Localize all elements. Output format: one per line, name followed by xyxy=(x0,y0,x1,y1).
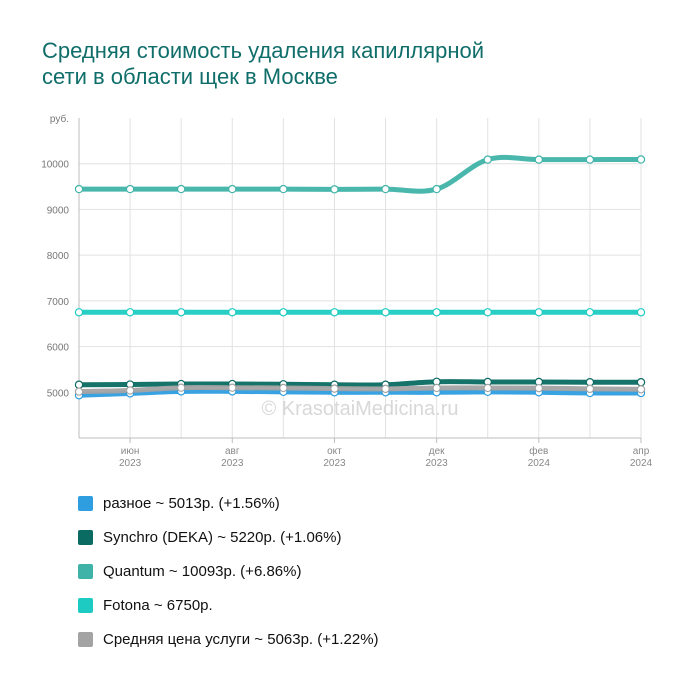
legend-label: Synchro (DEKA) ~ 5220р. (+1.06%) xyxy=(103,528,342,546)
series-line xyxy=(76,154,644,194)
legend-item: Средняя цена услуги ~ 5063р. (+1.22%) xyxy=(78,622,379,656)
x-tick-label-month: окт xyxy=(327,446,342,457)
data-point xyxy=(381,384,390,394)
data-point xyxy=(636,378,646,387)
data-point xyxy=(74,184,84,194)
data-point xyxy=(432,184,441,194)
legend-label: разное ~ 5013р. (+1.56%) xyxy=(103,494,280,512)
data-point xyxy=(74,308,84,317)
chart-title-line-2: сети в области щек в Москве xyxy=(42,64,338,89)
data-point xyxy=(636,155,646,164)
y-axis-label: руб. xyxy=(50,113,69,125)
series-0 xyxy=(76,388,644,398)
data-point xyxy=(585,384,595,394)
data-point xyxy=(585,308,595,317)
chart-legend: разное ~ 5013р. (+1.56%) Synchro (DEKA) ~… xyxy=(78,486,379,656)
data-point xyxy=(483,383,492,393)
legend-label: Quantum ~ 10093р. (+6.86%) xyxy=(103,562,302,580)
data-point xyxy=(279,383,288,393)
x-tick-label-month: апр xyxy=(633,446,650,457)
y-tick-label: 5000 xyxy=(47,388,70,399)
series-line xyxy=(76,379,644,388)
data-point xyxy=(125,184,135,194)
data-point xyxy=(381,308,390,317)
data-point xyxy=(432,383,441,393)
data-point xyxy=(483,308,492,317)
x-tick-label-year: 2023 xyxy=(221,458,244,469)
legend-swatch xyxy=(78,597,93,613)
data-point xyxy=(534,383,544,393)
series-1 xyxy=(76,379,644,388)
legend-swatch xyxy=(78,631,93,647)
x-tick-label-month: дек xyxy=(429,446,445,457)
data-point xyxy=(330,308,339,317)
legend-item: Quantum ~ 10093р. (+6.86%) xyxy=(78,554,379,588)
series-4 xyxy=(76,385,644,395)
legend-swatch xyxy=(78,495,93,511)
legend-item: Fotona ~ 6750р. xyxy=(78,588,379,622)
chart-title-line-1: Средняя стоимость удаления капиллярной xyxy=(42,38,485,63)
data-point xyxy=(176,383,186,392)
x-tick-label-year: 2023 xyxy=(426,458,449,469)
data-point xyxy=(330,384,339,393)
data-point xyxy=(534,155,544,164)
data-point xyxy=(74,380,84,389)
legend-item: разное ~ 5013р. (+1.56%) xyxy=(78,486,379,520)
y-tick-label: 9000 xyxy=(47,205,70,216)
data-point xyxy=(228,308,237,317)
y-tick-label: 10000 xyxy=(41,160,69,171)
data-point xyxy=(125,386,135,395)
y-tick-label: 7000 xyxy=(47,297,70,308)
data-point xyxy=(432,308,441,317)
data-point xyxy=(381,184,390,194)
x-tick-label-year: 2023 xyxy=(323,458,346,469)
data-point xyxy=(228,383,237,392)
x-tick-label-month: июн xyxy=(121,446,140,457)
data-point xyxy=(74,387,84,396)
data-point xyxy=(585,155,595,164)
data-point xyxy=(176,184,186,194)
chart-title: Средняя стоимость удаления капиллярной с… xyxy=(42,38,602,90)
x-tick-label-year: 2024 xyxy=(528,458,551,469)
x-tick-label-year: 2023 xyxy=(119,458,142,469)
y-tick-label: 8000 xyxy=(47,251,70,262)
x-tick-label-year: 2024 xyxy=(630,458,653,469)
line-chart: 5000600070008000900010000руб.июн2023авг2… xyxy=(41,113,653,469)
y-tick-label: 6000 xyxy=(47,343,70,354)
data-point xyxy=(636,308,646,317)
data-point xyxy=(534,308,544,317)
data-point xyxy=(279,184,288,194)
data-point xyxy=(125,308,135,317)
legend-label: Средняя цена услуги ~ 5063р. (+1.22%) xyxy=(103,630,379,648)
legend-swatch xyxy=(78,563,93,579)
legend-label: Fotona ~ 6750р. xyxy=(103,596,213,614)
legend-swatch xyxy=(78,529,93,545)
series-2 xyxy=(76,154,644,194)
x-tick-label-month: авг xyxy=(225,446,240,457)
data-point xyxy=(636,385,646,394)
legend-item: Synchro (DEKA) ~ 5220р. (+1.06%) xyxy=(78,520,379,554)
series-line xyxy=(76,385,644,395)
x-tick-label-month: фев xyxy=(529,445,548,457)
watermark: © KrasotaiMedicina.ru xyxy=(261,398,458,420)
data-point xyxy=(330,185,339,194)
data-point xyxy=(228,184,237,194)
data-point xyxy=(279,308,288,317)
series-line xyxy=(76,388,644,398)
data-point xyxy=(176,308,186,317)
data-point xyxy=(483,155,492,164)
